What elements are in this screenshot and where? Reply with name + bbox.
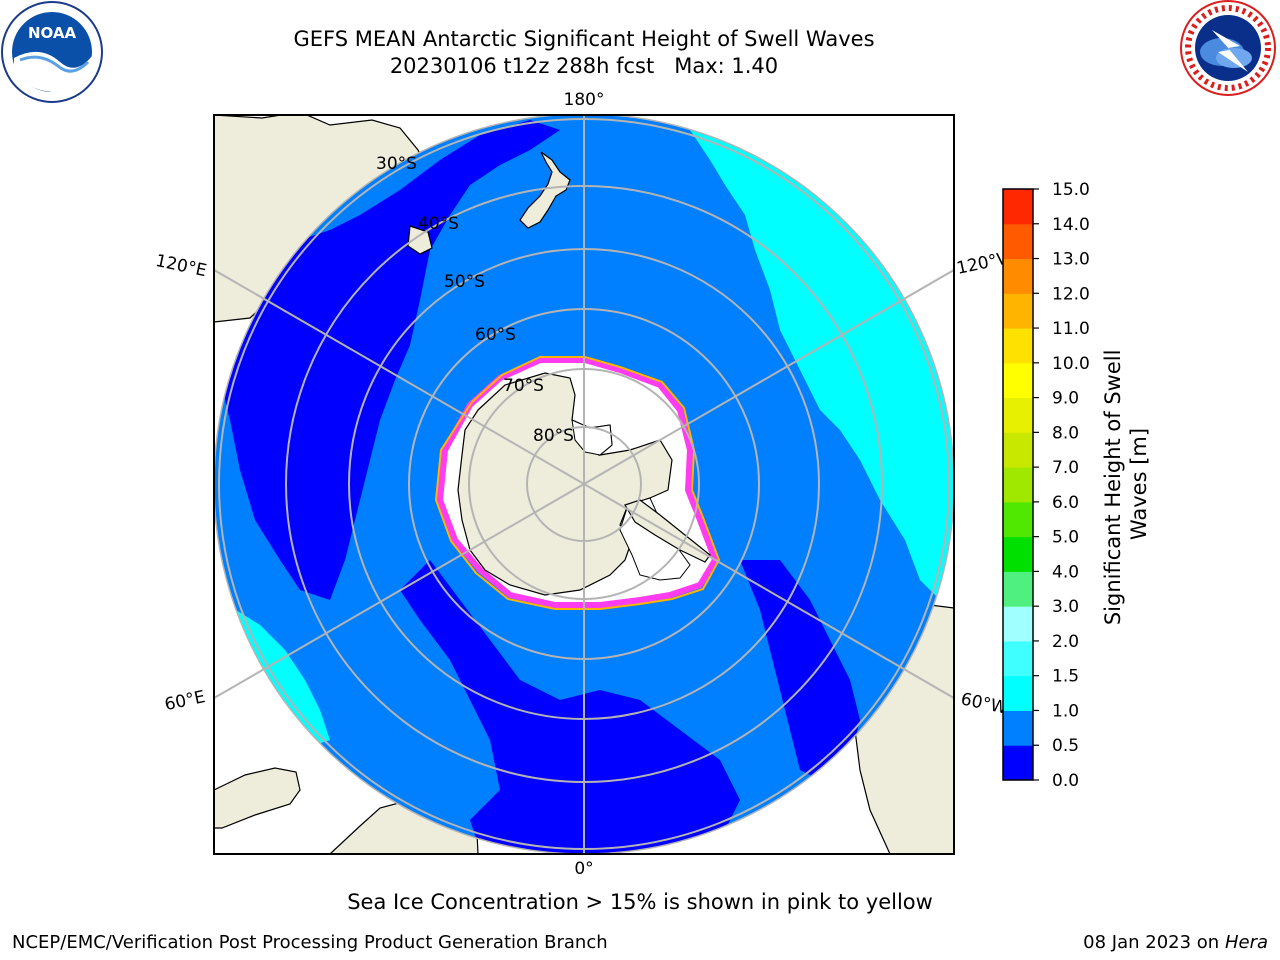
colorbar-swatch: [1003, 467, 1033, 503]
credit-right: 08 Jan 2023 on Hera: [1083, 932, 1268, 953]
ocean-high-indian: [236, 610, 330, 745]
lat-label-60: 60°S: [475, 325, 516, 345]
chart-title-line1: GEFS MEAN Antarctic Significant Height o…: [293, 27, 875, 51]
colorbar-swatch: [1003, 710, 1033, 746]
nws-logo: [1180, 0, 1276, 96]
colorbar-swatch: [1003, 675, 1033, 711]
lon-label-bottom: 0°: [574, 859, 593, 879]
colorbar-tick-label: 2.0: [1052, 632, 1079, 652]
colorbar-swatch: [1003, 432, 1033, 468]
lon-120e-60w: [214, 268, 954, 700]
colorbar-tick-label: 4.0: [1052, 562, 1079, 582]
colorbar-swatch: [1003, 536, 1033, 572]
lon-label-lower-right: 60°W: [959, 689, 1009, 718]
latitude-labels: 30°S 40°S 50°S 60°S 70°S 80°S: [376, 154, 574, 446]
lon-label-top: 180°: [564, 90, 605, 110]
chart-title-line2: 20230106 t12z 288h fcst Max: 1.40: [389, 54, 779, 78]
colorbar-ticks: 0.0 0.5 1.0 1.5 2.0 3.0 4.0 5.0 6.0 7.0 8.0 9.0 10.0…: [1033, 180, 1090, 791]
colorbar-tick-label: 6.0: [1052, 493, 1079, 513]
lat-label-30: 30°S: [376, 154, 417, 174]
colorbar-swatch: [1003, 258, 1033, 294]
antarctica: [434, 356, 721, 610]
ocean-high-pacific: [690, 130, 954, 600]
colorbar-swatch: [1003, 362, 1033, 399]
colorbar-swatch: [1003, 606, 1033, 642]
antarctic-peninsula: [624, 499, 711, 563]
colorbar-swatch: [1003, 640, 1033, 677]
colorbar: 0.0 0.5 1.0 1.5 2.0 3.0 4.0 5.0 6.0 7.0 8.0 9.0 10.0…: [1002, 180, 1151, 791]
colorbar-swatch: [1003, 501, 1033, 538]
sea-ice-note: Sea Ice Concentration > 15% is shown in …: [347, 890, 933, 914]
colorbar-frame: [1002, 188, 1034, 781]
credit-machine: Hera: [1224, 932, 1268, 953]
colorbar-swatch: [1003, 223, 1033, 260]
lat-label-80: 80°S: [533, 426, 574, 446]
lat-label-70: 70°S: [503, 376, 544, 396]
new-zealand-land: [519, 151, 571, 229]
colorbar-tick-label: 14.0: [1052, 215, 1090, 235]
colorbar-swatch: [1003, 189, 1033, 225]
colorbar-swatch: [1003, 745, 1033, 781]
colorbar-swatches: [1003, 189, 1033, 781]
colorbar-swatch: [1003, 328, 1033, 364]
colorbar-tick-label: 1.5: [1052, 667, 1079, 687]
colorbar-tick-label: 10.0: [1052, 354, 1090, 374]
lat-label-50: 50°S: [444, 272, 485, 292]
lat-label-40: 40°S: [418, 214, 459, 234]
graticule: [214, 115, 954, 854]
colorbar-label-line1: Significant Height of Swell: [1101, 350, 1125, 626]
map-frame: [213, 114, 955, 855]
colorbar-tick-label: 5.0: [1052, 528, 1079, 548]
colorbar-tick-label: 7.0: [1052, 458, 1079, 478]
colorbar-swatch: [1003, 571, 1033, 607]
noaa-logo: NOAA: [1, 1, 103, 103]
colorbar-tick-label: 0.5: [1052, 736, 1079, 756]
colorbar-label: Significant Height of Swell Waves [m]: [1101, 343, 1151, 625]
madagascar-land: [214, 767, 301, 829]
colorbar-tick-label: 11.0: [1052, 319, 1090, 339]
colorbar-label-line2: Waves [m]: [1127, 428, 1151, 540]
credit-date: 08 Jan 2023 on: [1083, 932, 1225, 953]
colorbar-swatch: [1003, 397, 1033, 433]
ocean-low-east: [740, 560, 860, 780]
colorbar-tick-label: 8.0: [1052, 423, 1079, 443]
colorbar-tick-label: 9.0: [1052, 389, 1079, 409]
colorbar-swatch: [1003, 293, 1033, 329]
colorbar-tick-label: 13.0: [1052, 250, 1090, 270]
colorbar-tick-label: 15.0: [1052, 180, 1090, 200]
sea-ice-edge-yellow: [434, 356, 721, 610]
credit-left: NCEP/EMC/Verification Post Processing Pr…: [12, 932, 608, 953]
lon-label-lower-left: 60°E: [163, 687, 207, 715]
colorbar-tick-label: 12.0: [1052, 284, 1090, 304]
colorbar-tick-label: 0.0: [1052, 771, 1079, 791]
noaa-logo-text: NOAA: [28, 24, 77, 42]
colorbar-tick-label: 3.0: [1052, 597, 1079, 617]
map-panel: [214, 115, 954, 854]
colorbar-tick-label: 1.0: [1052, 701, 1079, 721]
lon-label-upper-left: 120°E: [154, 251, 209, 281]
ocean-low-south: [400, 560, 740, 854]
